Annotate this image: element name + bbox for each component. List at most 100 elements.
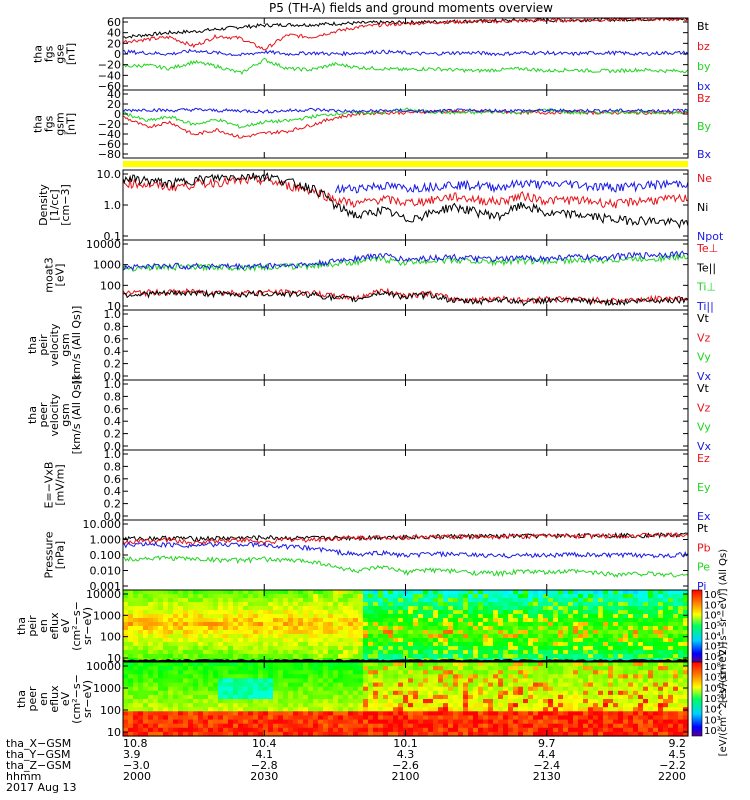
spectrogram-cell [673,666,679,671]
spectrogram-cell [658,703,664,708]
spectrogram-cell [338,690,344,696]
spectrogram-cell [668,634,674,639]
spectrogram-cell [143,703,149,708]
spectrogram-cell [223,723,229,729]
spectrogram-cell [243,606,249,611]
spectrogram-cell [193,690,199,696]
spectrogram-cell [193,602,199,607]
spectrogram-cell [398,650,404,655]
spectrogram-cell [293,666,299,671]
spectrogram-cell [188,602,194,607]
spectrogram-cell [198,682,204,688]
spectrogram-cell [418,723,424,729]
spectrogram-cell [168,719,174,725]
spectrogram-cell [428,670,434,675]
spectrogram-cell [543,723,549,729]
spectrogram-cell [358,622,364,627]
spectrogram-cell [403,594,409,599]
spectrogram-cell [668,598,674,603]
spectrogram-cell [133,650,139,655]
spectrogram-cell [413,642,419,647]
x-axis-value: 2130 [533,770,561,783]
spectrogram-cell [163,678,169,684]
spectrogram-cell [633,703,639,708]
spectrogram-cell [468,699,474,704]
spectrogram-cell [508,642,514,647]
spectrogram-cell [513,658,519,663]
spectrogram-cell [123,642,129,647]
spectrogram-cell [323,606,329,611]
spectrogram-cell [293,703,299,708]
spectrogram-cell [563,731,569,737]
spectrogram-cell [208,626,214,631]
spectrogram-cell [333,614,339,619]
spectrogram-cell [523,614,529,619]
spectrogram-cell [613,594,619,599]
spectrogram-cell [448,646,454,651]
legend-entry: Ez [697,452,710,465]
spectrogram-cell [418,614,424,619]
spectrogram-cell [148,618,154,623]
spectrogram-cell [563,678,569,684]
spectrogram-cell [423,682,429,688]
spectrogram-cell [408,622,414,627]
spectrogram-cell [508,674,514,679]
spectrogram-cell [373,654,379,659]
legend-entry: Ex [697,510,711,523]
spectrogram-cell [368,626,374,631]
spectrogram-cell [593,727,599,733]
spectrogram-cell [323,654,329,659]
spectrogram-cell [143,622,149,627]
spectrogram-cell [573,598,579,603]
spectrogram-cell [153,654,159,659]
spectrogram-cell [438,694,444,700]
spectrogram-cell [663,610,669,615]
spectrogram-cell [148,594,154,599]
spectrogram-cell [533,642,539,647]
spectrogram-cell [618,602,624,607]
spectrogram-cell [193,711,199,716]
spectrogram-cell [303,674,309,679]
spectrogram-cell [328,618,334,623]
spectrogram-cell [443,670,449,675]
spectrogram-cell [423,614,429,619]
spectrogram-cell [138,674,144,679]
spectrogram-cell [598,723,604,729]
spectrogram-cell [423,703,429,708]
spectrogram-cell [323,634,329,639]
spectrogram-cell [618,590,624,595]
spectrogram-cell [458,618,464,623]
x-axis-value: −2.4 [533,759,560,772]
spectrogram-cell [398,626,404,631]
spectrogram-cell [248,670,254,675]
spectrogram-cell [133,606,139,611]
spectrogram-cell [148,715,154,721]
spectrogram-cell [603,666,609,671]
y-tick-label: 0.2 [104,428,122,441]
spectrogram-cell [663,650,669,655]
spectrogram-cell [158,650,164,655]
spectrogram-cell [298,690,304,696]
spectrogram-cell [488,731,494,737]
spectrogram-cell [203,602,209,607]
spectrogram-cell [548,715,554,721]
spectrogram-cell [633,690,639,696]
y-axis-label: eV [59,618,72,633]
spectrogram-cell [648,694,654,700]
spectrogram-cell [163,606,169,611]
spectrogram-cell [298,686,304,692]
spectrogram-cell [328,650,334,655]
spectrogram-cell [388,690,394,696]
spectrogram-cell [638,622,644,627]
spectrogram-cell [668,731,674,737]
spectrogram-cell [258,707,264,712]
spectrogram-cell [383,598,389,603]
spectrogram-cell [658,719,664,725]
spectrogram-cell [433,634,439,639]
spectrogram-cell [133,682,139,688]
spectrogram-cell [613,602,619,607]
spectrogram-cell [403,630,409,635]
spectrogram-cell [243,711,249,716]
spectrogram-cell [383,642,389,647]
spectrogram-cell [633,707,639,712]
